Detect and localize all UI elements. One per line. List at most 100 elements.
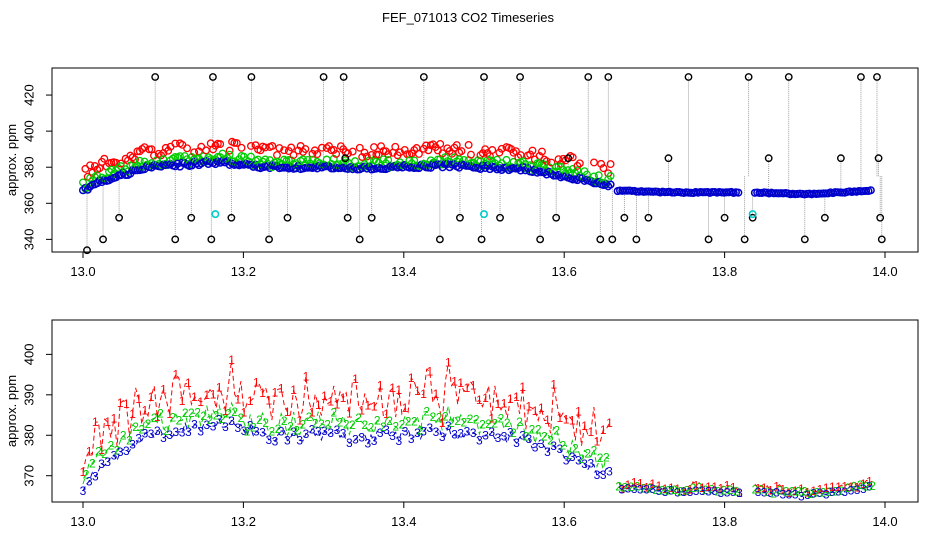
- bottom-point-series3: 3: [587, 457, 594, 471]
- top-point-series1: [273, 151, 281, 160]
- top-outlier-point: [319, 73, 328, 81]
- bottom-point-series1: 1: [724, 479, 731, 493]
- bottom-point-series3: 3: [718, 486, 725, 500]
- top-outlier-point: [876, 213, 885, 222]
- top-flagged-point: [479, 210, 488, 219]
- bottom-point-series1: 1: [600, 423, 607, 437]
- top-point-series3: [734, 188, 743, 197]
- bottom-point-series2: 2: [238, 411, 245, 425]
- top-point-series1: [145, 145, 154, 154]
- top-point-series1: [476, 151, 485, 160]
- bottom-point-series1: 1: [693, 479, 700, 493]
- bottom-point-series3: 3: [848, 483, 855, 497]
- bottom-point-series3: 3: [495, 431, 502, 445]
- top-outlier-point: [339, 73, 348, 81]
- bottom-point-series3: 3: [420, 425, 427, 439]
- bottom-point-series3: 3: [197, 424, 204, 438]
- top-outlier-point: [874, 154, 883, 163]
- top-point-series1: [599, 164, 608, 173]
- bottom-point-series2: 2: [677, 484, 684, 498]
- bottom-point-series1: 1: [841, 479, 848, 493]
- bottom-point-series2: 2: [312, 416, 319, 430]
- top-outlier-point: [664, 154, 673, 163]
- top-plot-frame: [51, 67, 919, 253]
- bottom-point-series3: 3: [352, 433, 359, 447]
- top-outlier-point: [564, 154, 573, 163]
- bottom-point-series2: 2: [770, 486, 777, 500]
- bottom-point-series3: 3: [606, 464, 613, 478]
- bottom-point-series2: 2: [826, 485, 833, 499]
- bottom-point-series1: 1: [377, 379, 384, 393]
- top-outlier-point: [227, 213, 236, 222]
- bottom-point-series3: 3: [402, 424, 409, 438]
- bottom-point-series2: 2: [423, 404, 430, 418]
- top-point-series1: [247, 142, 255, 150]
- bottom-point-series3: 3: [148, 427, 155, 441]
- bottom-point-series2: 2: [83, 467, 90, 481]
- bottom-point-series3: 3: [470, 426, 477, 440]
- bottom-point-series3: 3: [699, 484, 706, 498]
- top-point-series3: [866, 186, 875, 195]
- bottom-x-tick-label: 14.0: [872, 514, 897, 529]
- bottom-point-series2: 2: [318, 417, 325, 431]
- bottom-point-series1: 1: [866, 474, 873, 488]
- top-point-series1: [457, 147, 466, 156]
- bottom-point-series3: 3: [625, 482, 632, 496]
- bottom-point-series3: 3: [526, 432, 533, 446]
- bottom-point-series2: 2: [250, 420, 257, 434]
- bottom-point-series1: 1: [222, 404, 229, 418]
- bottom-point-series3: 3: [817, 486, 824, 500]
- bottom-point-series2: 2: [436, 411, 443, 425]
- top-outlier-point: [99, 235, 107, 244]
- top-point-series1: [116, 159, 125, 168]
- bottom-point-series2: 2: [838, 484, 845, 498]
- top-outlier-point: [516, 73, 524, 81]
- bottom-point-series2: 2: [690, 481, 697, 495]
- bottom-point-series1: 1: [408, 371, 415, 385]
- bottom-point-series3: 3: [414, 426, 421, 440]
- bottom-point-series3: 3: [123, 444, 130, 458]
- top-outlier-point: [536, 235, 545, 244]
- bottom-point-series3: 3: [792, 487, 799, 501]
- bottom-point-series1: 1: [123, 397, 130, 411]
- bottom-point-series3: 3: [160, 431, 167, 445]
- bottom-point-series3: 3: [860, 482, 867, 496]
- bottom-point-series3: 3: [439, 430, 446, 444]
- bottom-point-series1: 1: [265, 393, 272, 407]
- top-point-series1: [391, 142, 400, 151]
- bottom-point-series2: 2: [132, 420, 139, 434]
- top-outlier-point: [115, 213, 123, 222]
- bottom-series-line-2: [82, 401, 873, 495]
- bottom-point-series3: 3: [296, 433, 303, 447]
- top-outlier-point: [784, 73, 793, 81]
- bottom-point-series2: 2: [442, 410, 449, 424]
- bottom-point-series3: 3: [841, 485, 848, 499]
- top-outlier-point: [604, 73, 613, 81]
- bottom-point-series1: 1: [241, 406, 248, 420]
- bottom-point-series1: 1: [829, 480, 836, 494]
- top-point-series1: [360, 148, 369, 157]
- bottom-series-line-1: [82, 359, 873, 494]
- bottom-point-series2: 2: [547, 433, 554, 447]
- bottom-point-series3: 3: [185, 425, 192, 439]
- bottom-point-series2: 2: [578, 452, 585, 466]
- top-outlier-point: [151, 73, 160, 81]
- bottom-point-series1: 1: [705, 480, 712, 494]
- bottom-point-series1: 1: [773, 479, 780, 493]
- bottom-y-axis-label: approx. ppm: [4, 375, 19, 447]
- bottom-point-series2: 2: [807, 487, 814, 501]
- bottom-point-series2: 2: [721, 483, 728, 497]
- top-outlier-point: [857, 73, 865, 81]
- bottom-point-series2: 2: [262, 416, 269, 430]
- bottom-point-series3: 3: [259, 426, 266, 440]
- bottom-point-series3: 3: [464, 425, 471, 439]
- top-point-series1: [467, 150, 475, 159]
- bottom-point-series2: 2: [101, 447, 108, 461]
- bottom-point-series1: 1: [80, 465, 87, 479]
- bottom-point-series2: 2: [120, 429, 127, 443]
- top-point-series1: [362, 152, 371, 161]
- top-flagged-point: [748, 210, 757, 219]
- bottom-point-series1: 1: [365, 399, 372, 413]
- top-point-series1: [370, 143, 378, 152]
- bottom-point-series1: 1: [662, 482, 669, 496]
